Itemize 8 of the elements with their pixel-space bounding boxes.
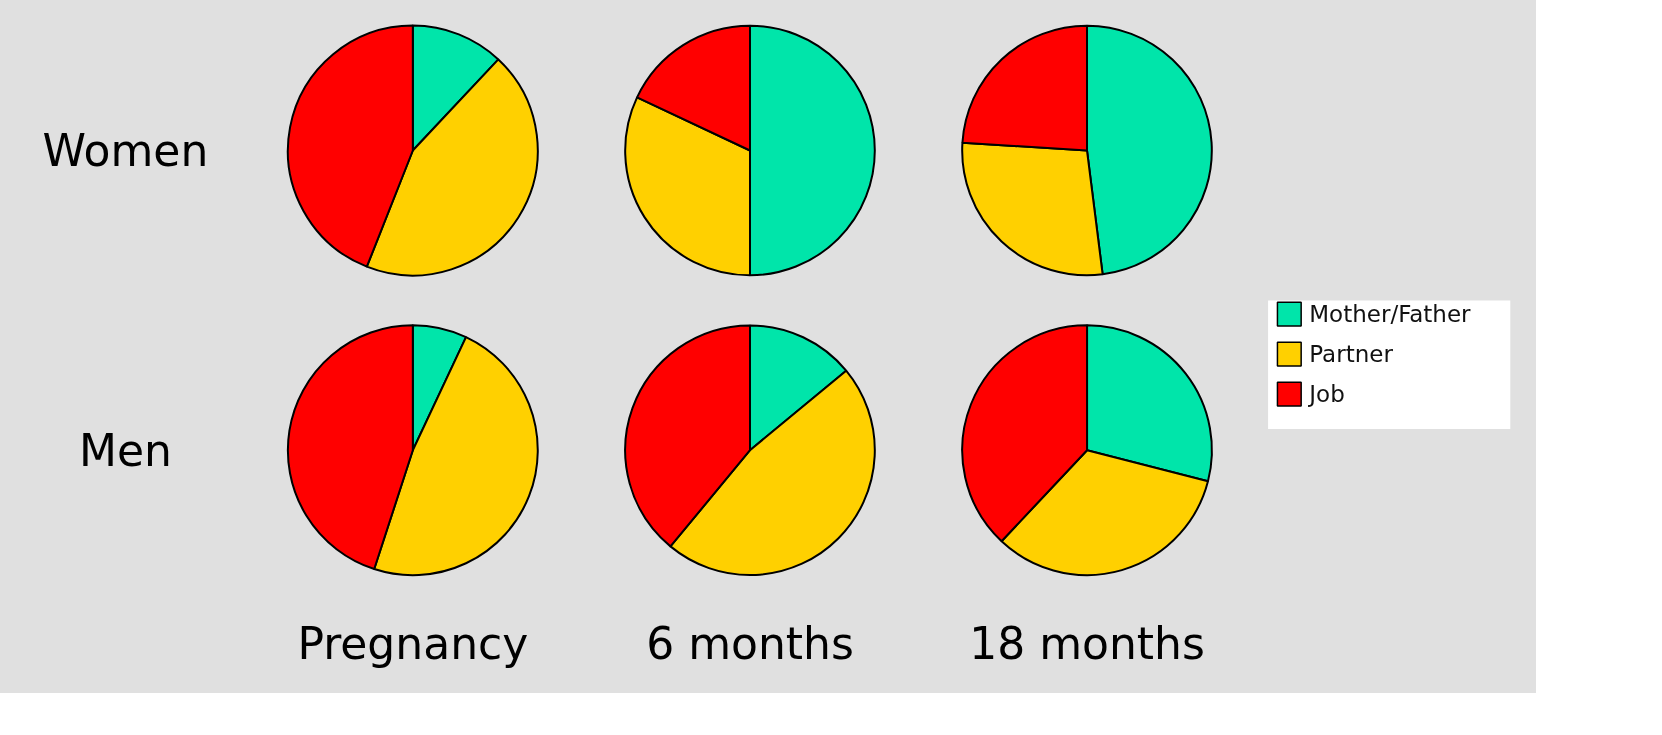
text: Women bbox=[42, 125, 209, 176]
text: 18 months bbox=[969, 618, 1205, 670]
legend-label: Partner bbox=[1309, 341, 1394, 368]
text: 6 months bbox=[646, 618, 854, 670]
legend-label: Job bbox=[1307, 381, 1345, 408]
legend-label: Mother/Father bbox=[1309, 301, 1472, 328]
text: Men bbox=[78, 424, 172, 476]
text: Pregnancy bbox=[297, 618, 529, 670]
